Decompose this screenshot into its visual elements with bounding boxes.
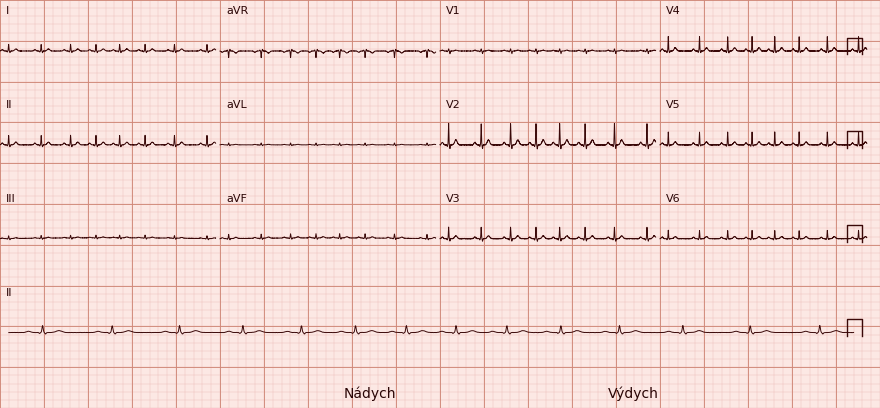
Text: II: II xyxy=(6,288,12,298)
Text: aVL: aVL xyxy=(226,100,247,110)
Text: aVR: aVR xyxy=(226,6,248,16)
Text: V5: V5 xyxy=(666,100,681,110)
Text: Výdych: Výdych xyxy=(608,386,659,401)
Text: V4: V4 xyxy=(666,6,681,16)
Text: I: I xyxy=(6,6,10,16)
Text: V3: V3 xyxy=(446,194,461,204)
Text: aVF: aVF xyxy=(226,194,247,204)
Text: V2: V2 xyxy=(446,100,461,110)
Text: II: II xyxy=(6,100,12,110)
Text: V6: V6 xyxy=(666,194,681,204)
Text: V1: V1 xyxy=(446,6,461,16)
Text: Nádych: Nádych xyxy=(343,386,396,401)
Text: III: III xyxy=(6,194,16,204)
